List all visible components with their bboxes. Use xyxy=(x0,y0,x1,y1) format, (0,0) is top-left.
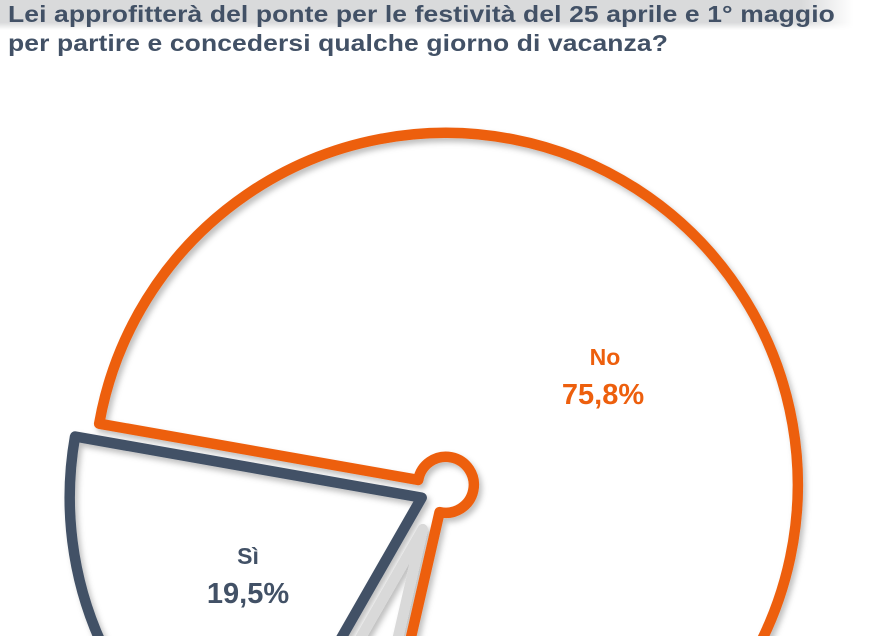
svg-text:No: No xyxy=(590,344,621,370)
svg-text:Sì: Sì xyxy=(237,543,259,569)
svg-text:19,5%: 19,5% xyxy=(207,578,289,610)
svg-text:75,8%: 75,8% xyxy=(562,379,644,411)
